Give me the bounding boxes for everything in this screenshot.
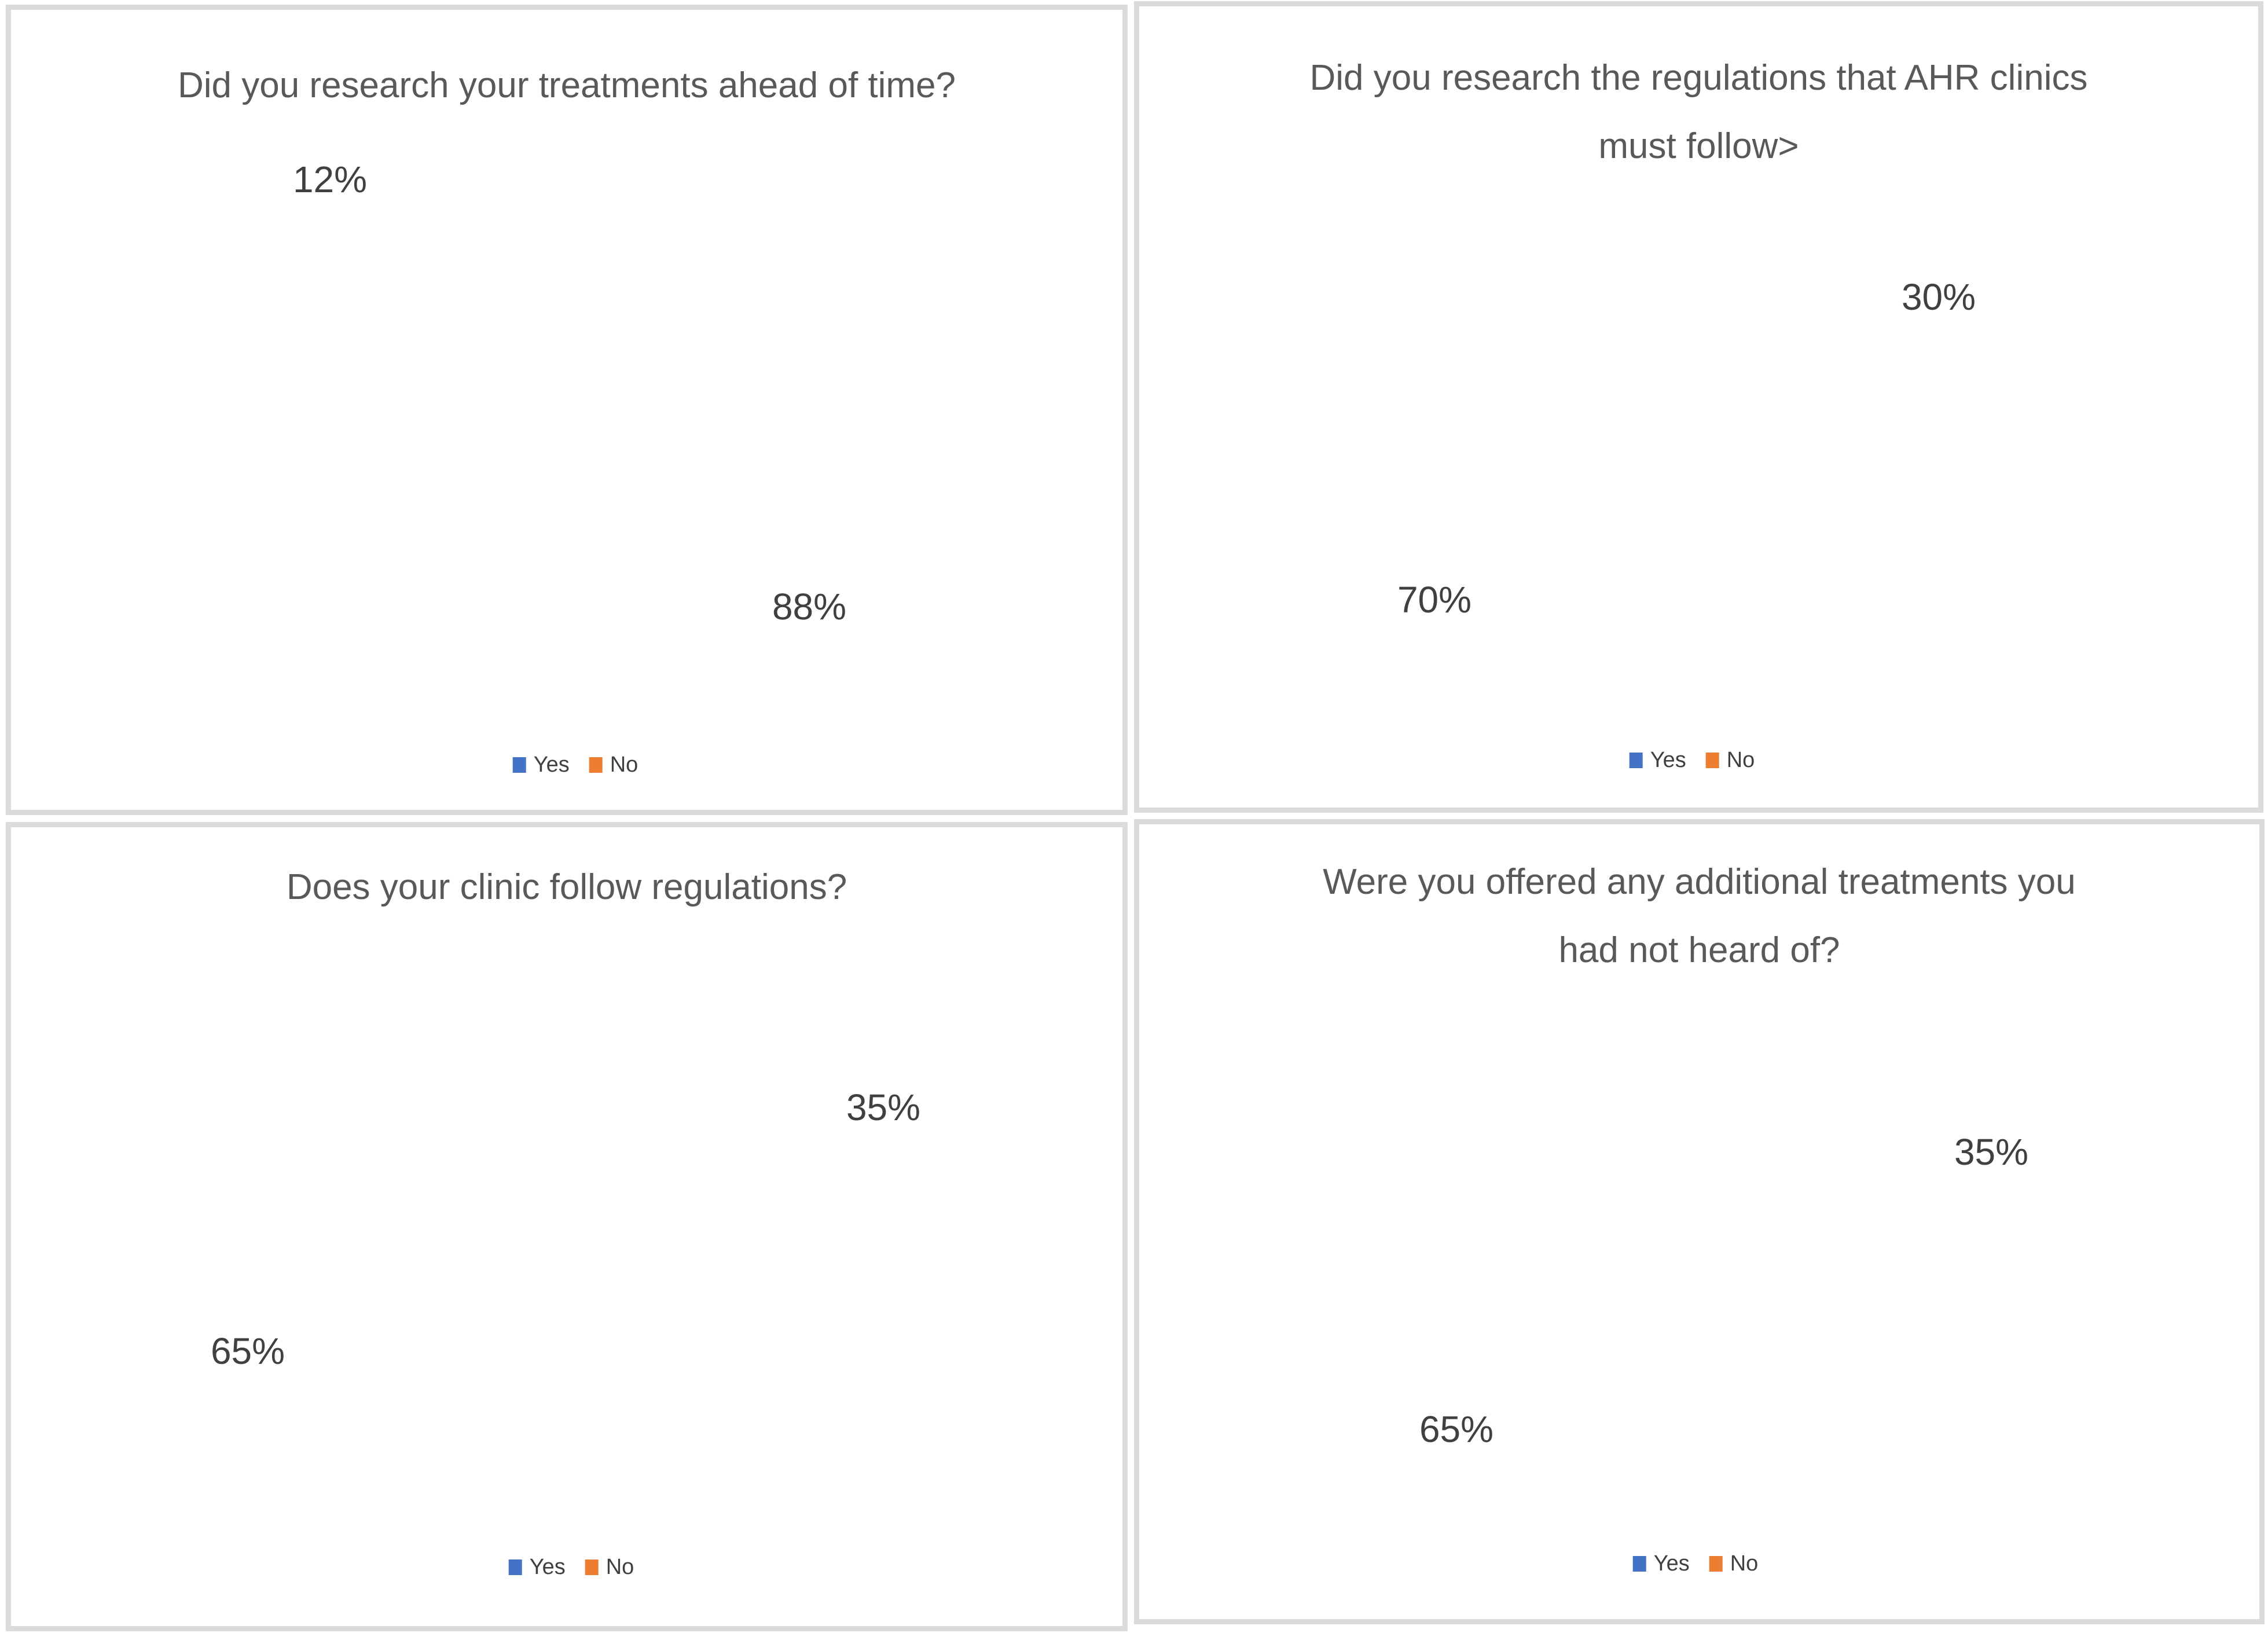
chart-legend[interactable]: Yes No	[1629, 748, 1755, 773]
legend-item-yes[interactable]: Yes	[1629, 748, 1686, 773]
legend-label: No	[1726, 748, 1755, 772]
data-label-no[interactable]: 70%	[1397, 579, 1472, 621]
data-label-yes[interactable]: 35%	[846, 1087, 921, 1128]
legend-marker-no	[1709, 1556, 1723, 1572]
data-label-no[interactable]: 65%	[210, 1330, 285, 1372]
chart-panel-additional-treatments[interactable]: Were you offered any additional treatmen…	[1134, 819, 2265, 1624]
data-label-yes[interactable]: 30%	[1901, 276, 1976, 318]
chart-panel-research-regulations[interactable]: Did you research the regulations that AH…	[1134, 1, 2263, 813]
chart-title-line: must follow>	[1598, 126, 1799, 166]
legend-label: Yes	[533, 753, 570, 777]
legend-marker-yes	[512, 757, 526, 773]
chart-legend[interactable]: Yes No	[512, 753, 638, 777]
legend-label: No	[605, 1555, 634, 1579]
chart-title-line: Did you research your treatments ahead o…	[177, 65, 956, 105]
data-label-yes[interactable]: 88%	[772, 586, 847, 627]
chart-title[interactable]: Were you offered any additional treatmen…	[1139, 848, 2259, 985]
legend-marker-no	[589, 757, 603, 773]
legend-label: No	[1730, 1551, 1759, 1576]
legend-marker-yes	[1629, 753, 1643, 768]
legend-marker-no	[585, 1559, 599, 1575]
legend-item-yes[interactable]: Yes	[1632, 1551, 1690, 1576]
legend-label: Yes	[529, 1555, 566, 1579]
legend-marker-yes	[508, 1559, 522, 1575]
data-label-no[interactable]: 65%	[1419, 1408, 1494, 1450]
data-label-no[interactable]: 12%	[292, 159, 368, 200]
chart-title[interactable]: Does your clinic follow regulations?	[11, 853, 1122, 922]
chart-legend[interactable]: Yes No	[1632, 1551, 1759, 1576]
data-label-yes[interactable]: 35%	[1954, 1131, 2029, 1173]
chart-title-line: had not heard of?	[1558, 930, 1840, 970]
legend-marker-yes	[1632, 1556, 1646, 1572]
legend-item-no[interactable]: No	[1709, 1551, 1759, 1576]
legend-marker-no	[1705, 753, 1719, 768]
legend-label: Yes	[1650, 748, 1686, 772]
legend-item-no[interactable]: No	[1705, 748, 1755, 773]
chart-panel-research-treatments[interactable]: Did you research your treatments ahead o…	[6, 5, 1128, 815]
legend-item-yes[interactable]: Yes	[512, 753, 570, 777]
legend-item-yes[interactable]: Yes	[508, 1555, 566, 1580]
legend-label: No	[610, 753, 638, 777]
chart-title[interactable]: Did you research the regulations that AH…	[1139, 44, 2258, 181]
chart-panel-clinic-follows-regulations[interactable]: Does your clinic follow regulations?	[6, 822, 1128, 1631]
chart-title-line: Did you research the regulations that AH…	[1309, 58, 2088, 98]
legend-label: Yes	[1653, 1551, 1690, 1576]
chart-title-line: Does your clinic follow regulations?	[286, 867, 847, 907]
chart-title-line: Were you offered any additional treatmen…	[1323, 862, 2076, 902]
legend-item-no[interactable]: No	[585, 1555, 634, 1580]
chart-legend[interactable]: Yes No	[508, 1555, 634, 1580]
legend-item-no[interactable]: No	[589, 753, 638, 777]
chart-title[interactable]: Did you research your treatments ahead o…	[11, 52, 1122, 120]
